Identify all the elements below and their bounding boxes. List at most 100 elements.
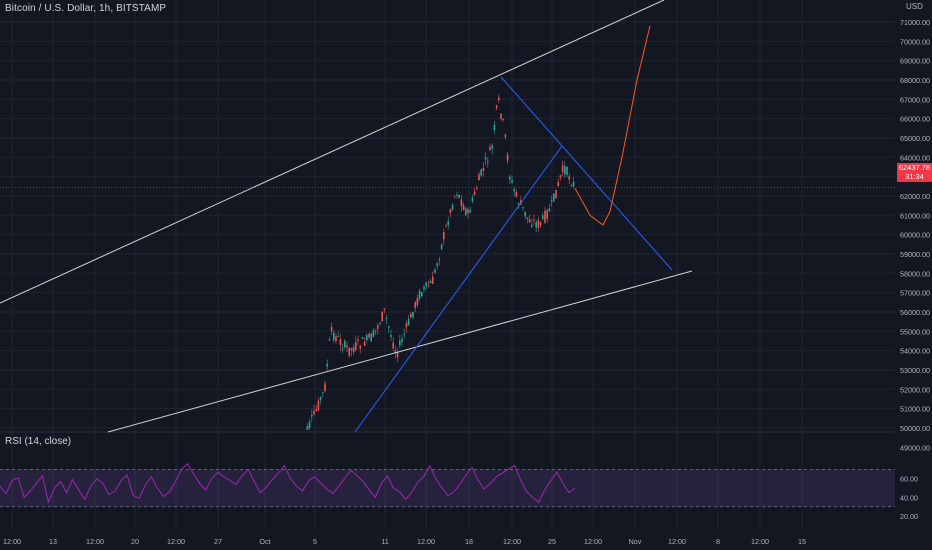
time-tick-label: 12:00 (167, 537, 185, 546)
candle-body (539, 222, 542, 226)
candle-body (315, 408, 317, 411)
chart-grid (0, 0, 895, 530)
candle-body (500, 113, 502, 119)
candle-body (341, 348, 344, 350)
candle-body (482, 167, 485, 171)
rsi-tick-label: 20.00 (900, 512, 918, 521)
candle-body (460, 199, 463, 207)
price-tick-label: 55000.00 (900, 327, 930, 336)
candle-body (458, 195, 460, 198)
price-axis: 71000.00 70000.00 69000.00 68000.00 67000.00… (900, 18, 930, 452)
price-tick-label: 64000.00 (900, 153, 930, 162)
candle-body (432, 276, 434, 284)
rsi-tick-label: 40.00 (900, 493, 918, 502)
time-tick-label: 12:00 (751, 537, 769, 546)
time-tick-label: 15 (798, 537, 806, 546)
candle-body (421, 292, 423, 297)
price-tick-label: 50000.00 (900, 424, 930, 433)
candle-body (559, 175, 562, 178)
upper-channel-line (0, 0, 665, 304)
candle-body (498, 97, 500, 100)
candle-body (462, 205, 465, 211)
symbol-title[interactable]: Bitcoin / U.S. Dollar, 1h, BITSTAMP (5, 3, 167, 14)
candle-body (317, 400, 320, 411)
candle-body (425, 282, 427, 286)
last-price-value: 62437.78 (898, 163, 931, 172)
candle-body (355, 342, 357, 351)
candle-body (561, 165, 564, 172)
lower-channel-line (107, 270, 693, 433)
price-tick-label: 68000.00 (900, 76, 930, 85)
candle-body (456, 194, 458, 196)
time-tick-label: 25 (548, 537, 556, 546)
price-tick-label: 61000.00 (900, 211, 930, 220)
time-tick-label: 12:00 (503, 537, 521, 546)
candle-body (555, 189, 557, 199)
candle-body (495, 105, 498, 109)
candle-body (542, 215, 544, 219)
candle-body (443, 232, 445, 240)
candle-body (414, 302, 416, 308)
candle-body (454, 196, 456, 197)
price-tick-label: 66000.00 (900, 115, 930, 124)
candle-body (568, 176, 570, 180)
price-tick-label: 58000.00 (900, 269, 930, 278)
candle-body (410, 313, 412, 318)
descending-trendline (500, 76, 673, 271)
candle-body (449, 209, 452, 213)
candle-body (447, 221, 449, 226)
price-tick-label: 56000.00 (900, 308, 930, 317)
candle-body (370, 333, 372, 342)
candle-body (346, 345, 348, 348)
candle-body (473, 191, 476, 195)
candle-body (359, 345, 361, 349)
price-tick-label: 59000.00 (900, 250, 930, 259)
candle-body (396, 352, 399, 358)
candle-body (339, 338, 342, 345)
candle-body (509, 176, 511, 180)
candle-body (506, 154, 509, 161)
price-tick-label: 70000.00 (900, 37, 930, 46)
candle-body (366, 334, 368, 341)
candle-body (487, 161, 489, 163)
candle-body (480, 169, 482, 176)
candle-body (392, 342, 394, 349)
candle-body (412, 311, 414, 318)
last-price-badge: 62437.78 31:34 (897, 163, 932, 182)
candle-body (326, 363, 328, 367)
candle-body (385, 317, 388, 319)
time-tick-label: 5 (313, 537, 317, 546)
candle-body (572, 181, 575, 187)
candle-body (546, 210, 548, 219)
candle-body (493, 124, 496, 131)
time-axis: 12:00 13 12:00 20 12:00 27 Oct 5 11 12:00 18 12:00 2… (3, 537, 806, 546)
candle-body (319, 397, 322, 400)
candle-body (467, 209, 469, 214)
candle-body (377, 325, 379, 329)
candle-body (451, 204, 454, 210)
candle-body (379, 323, 381, 325)
candle-body (361, 337, 364, 339)
candle-body (372, 330, 375, 337)
candle-body (533, 219, 535, 221)
rsi-line (0, 462, 576, 504)
candlestick-series (306, 94, 575, 430)
time-tick-label: Oct (259, 537, 270, 546)
time-tick-label: 27 (214, 537, 222, 546)
price-tick-label: 57000.00 (900, 289, 930, 298)
candle-body (313, 410, 315, 415)
candle-body (436, 263, 438, 267)
candle-body (368, 333, 370, 338)
candle-body (566, 166, 568, 176)
candle-body (515, 191, 518, 197)
projection-path (574, 25, 651, 226)
time-tick-label: 12:00 (668, 537, 686, 546)
candle-body (440, 244, 443, 250)
candle-body (511, 179, 513, 183)
candle-body (524, 211, 526, 217)
candle-body (401, 338, 403, 342)
rsi-indicator-title[interactable]: RSI (14, close) (5, 436, 72, 447)
candle-body (350, 348, 353, 351)
currency-label: USD (906, 2, 923, 11)
